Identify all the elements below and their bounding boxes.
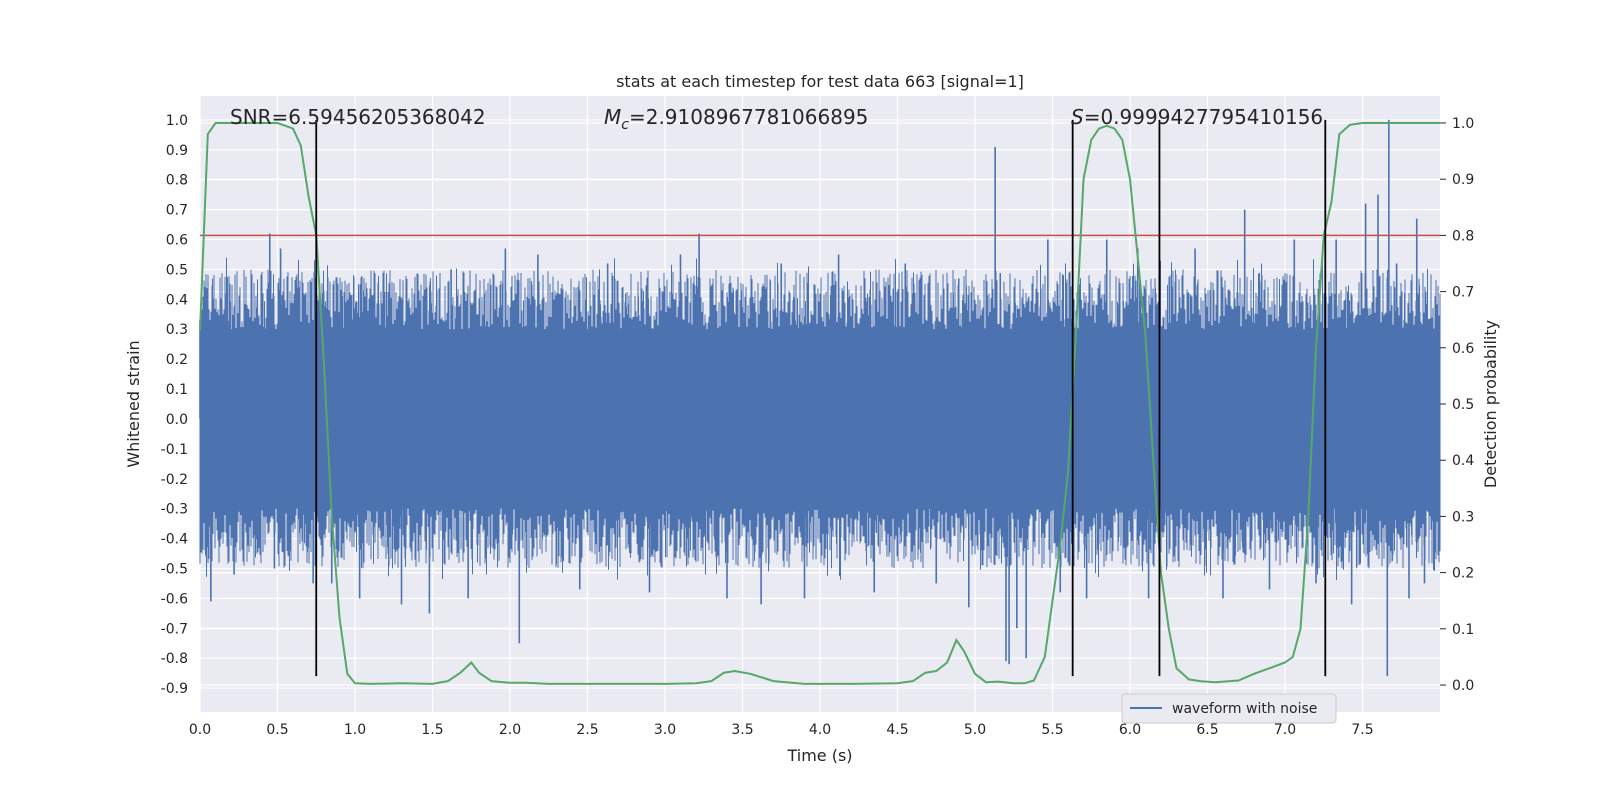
score-annotation: S=0.9999427795410156 — [1071, 105, 1323, 129]
y2-tick-label: 1.0 — [1452, 116, 1474, 132]
y-tick-label: 0.3 — [166, 322, 188, 338]
y2-tick-labels: 1.0 0.9 0.8 0.7 0.6 0.5 0.4 0.3 0.2 0.1 0.0 — [1440, 116, 1474, 694]
y2-axis-label: Detection probability — [1481, 320, 1500, 488]
waveform-series — [199, 119, 1441, 677]
y-axis-label: Whitened strain — [124, 340, 143, 467]
x-tick-label: 4.5 — [886, 722, 908, 738]
x-tick-label: 3.5 — [731, 722, 753, 738]
y-tick-label: 1.0 — [166, 113, 188, 129]
legend-box — [1121, 693, 1337, 724]
y2-tick-label: 0.5 — [1452, 397, 1474, 413]
x-tick-label: 0.0 — [189, 722, 211, 738]
chirp-mass-annotation: Mc=2.9108967781066895 — [604, 105, 868, 133]
x-tick-label: 1.5 — [421, 722, 443, 738]
y-tick-label: -0.9 — [161, 681, 188, 697]
x-tick-label: 0.5 — [266, 722, 288, 738]
y-tick-labels: 1.0 0.9 0.8 0.7 0.6 0.5 0.4 0.3 0.2 0.1 0.0 -0.1 -0.… — [161, 113, 188, 697]
y2-tick-label: 0.2 — [1452, 566, 1474, 582]
snr-annotation: SNR=6.59456205368042 — [230, 105, 486, 129]
y-tick-label: -0.1 — [161, 442, 188, 458]
y2-tick-label: 0.0 — [1452, 678, 1474, 694]
legend-label: waveform with noise — [1172, 701, 1317, 717]
y2-tick-label: 0.9 — [1452, 172, 1474, 188]
x-tick-label: 3.0 — [654, 722, 676, 738]
y-tick-label: -0.7 — [161, 621, 188, 637]
x-tick-label: 5.5 — [1041, 722, 1063, 738]
probability-series — [199, 122, 1440, 685]
chart-title: stats at each timestep for test data 663… — [616, 72, 1024, 91]
y-tick-label: 0.9 — [166, 143, 188, 159]
y-tick-label: -0.3 — [161, 502, 188, 518]
y-tick-label: -0.5 — [161, 561, 188, 577]
vertical-markers — [315, 119, 1327, 677]
y2-tick-label: 0.8 — [1452, 228, 1474, 244]
y2-tick-label: 0.4 — [1452, 453, 1474, 469]
score-value: =0.9999427795410156 — [1084, 105, 1323, 129]
y-tick-label: -0.2 — [161, 472, 188, 488]
x-tick-label: 4.0 — [809, 722, 831, 738]
score-symbol: S — [1071, 105, 1084, 129]
y2-tick-label: 0.1 — [1452, 622, 1474, 638]
y-tick-label: 0.7 — [166, 203, 188, 219]
y-tick-label: -0.8 — [161, 651, 188, 667]
y-tick-label: 0.2 — [166, 352, 188, 368]
legend: waveform with noise — [1121, 693, 1337, 724]
y-tick-label: 0.6 — [166, 233, 188, 249]
x-tick-label: 6.5 — [1196, 722, 1218, 738]
chirp-mass-symbol: M — [604, 105, 621, 129]
y-tick-label: 0.0 — [166, 412, 188, 428]
x-tick-label: 6.0 — [1119, 722, 1141, 738]
y2-tick-label: 0.3 — [1452, 509, 1474, 525]
x-tick-label: 7.0 — [1274, 722, 1296, 738]
x-tick-labels: 0.0 0.5 1.0 1.5 2.0 2.5 3.0 3.5 4.0 4.5 5.0 5.5 6.0 6… — [189, 722, 1374, 738]
x-tick-label: 2.0 — [499, 722, 521, 738]
y-tick-label: 0.5 — [166, 262, 188, 278]
y-tick-label: -0.4 — [161, 532, 188, 548]
y-tick-label: 0.8 — [166, 173, 188, 189]
x-tick-label: 2.5 — [576, 722, 598, 738]
y-tick-label: 0.1 — [166, 382, 188, 398]
chirp-mass-subscript: c — [621, 117, 629, 133]
x-tick-label: 1.0 — [344, 722, 366, 738]
chirp-mass-value: =2.9108967781066895 — [629, 105, 868, 129]
x-tick-label: 7.5 — [1351, 722, 1373, 738]
x-axis-label: Time (s) — [786, 746, 852, 765]
y2-tick-label: 0.6 — [1452, 341, 1474, 357]
probability-line — [199, 122, 1440, 685]
y-tick-label: -0.6 — [161, 591, 188, 607]
y-tick-label: 0.4 — [166, 292, 188, 308]
waveform-noise — [199, 257, 1441, 580]
x-tick-label: 5.0 — [964, 722, 986, 738]
y2-tick-label: 0.7 — [1452, 285, 1474, 301]
